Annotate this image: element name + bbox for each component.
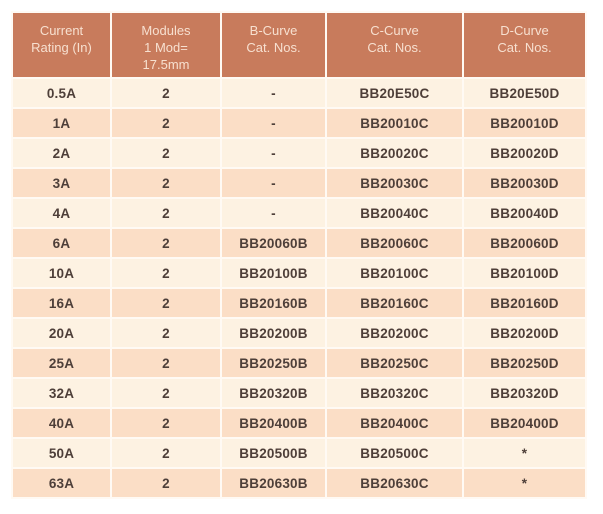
- cell-modules: 2: [110, 347, 222, 379]
- table-row: 3A 2- BB20030C BB20030D: [11, 167, 587, 199]
- cell-b-curve: -: [220, 77, 327, 109]
- cell-c-curve: BB20040C: [325, 197, 464, 229]
- column-header-modules: Modules 1 Mod= 17.5mm: [110, 11, 222, 79]
- cell-c-curve: BB20400C: [325, 407, 464, 439]
- table-row: 40A 2 BB20400B BB20400C BB20400D: [11, 407, 587, 439]
- table-row: 1A 2- BB20010C BB20010D: [11, 107, 587, 139]
- cell-b-curve: BB20400B: [220, 407, 327, 439]
- cell-current-rating: 6A: [11, 227, 112, 259]
- table-row: 10A 2 BB20100B BB20100C BB20100D: [11, 257, 587, 289]
- cell-b-curve: BB20200B: [220, 317, 327, 349]
- cell-d-curve: BB20100D: [462, 257, 587, 289]
- cell-c-curve: BB20100C: [325, 257, 464, 289]
- cell-current-rating: 0.5A: [11, 77, 112, 109]
- cell-c-curve: BB20200C: [325, 317, 464, 349]
- cell-b-curve: -: [220, 107, 327, 139]
- cell-current-rating: 10A: [11, 257, 112, 289]
- cell-c-curve: BB20250C: [325, 347, 464, 379]
- column-header-d-curve: D-Curve Cat. Nos.: [462, 11, 587, 79]
- cell-modules: 2: [110, 407, 222, 439]
- cell-current-rating: 32A: [11, 377, 112, 409]
- cell-b-curve: BB20630B: [220, 467, 327, 499]
- column-header-current-rating: Current Rating (In): [11, 11, 112, 79]
- cell-d-curve: *: [462, 467, 587, 499]
- cell-c-curve: BB20060C: [325, 227, 464, 259]
- cell-c-curve: BB20E50C: [325, 77, 464, 109]
- cell-modules: 2: [110, 377, 222, 409]
- table-row: 25A 2 BB20250B BB20250C BB20250D: [11, 347, 587, 379]
- cell-current-rating: 2A: [11, 137, 112, 169]
- cell-d-curve: BB20E50D: [462, 77, 587, 109]
- cell-c-curve: BB20160C: [325, 287, 464, 319]
- cell-modules: 2: [110, 227, 222, 259]
- cell-d-curve: BB20020D: [462, 137, 587, 169]
- table-row: 20A 2 BB20200B BB20200C BB20200D: [11, 317, 587, 349]
- cell-b-curve: -: [220, 197, 327, 229]
- table-body: 0.5A 2- BB20E50C BB20E50D 1A 2- BB20010C BB2001…: [11, 77, 587, 499]
- cell-b-curve: BB20250B: [220, 347, 327, 379]
- cell-current-rating: 25A: [11, 347, 112, 379]
- cell-current-rating: 3A: [11, 167, 112, 199]
- cell-d-curve: BB20160D: [462, 287, 587, 319]
- table-row: 0.5A 2- BB20E50C BB20E50D: [11, 77, 587, 109]
- table-row: 50A 2 BB20500B BB20500C *: [11, 437, 587, 469]
- cell-current-rating: 4A: [11, 197, 112, 229]
- cell-modules: 2: [110, 437, 222, 469]
- cell-c-curve: BB20320C: [325, 377, 464, 409]
- cell-current-rating: 50A: [11, 437, 112, 469]
- cell-modules: 2: [110, 197, 222, 229]
- cell-current-rating: 63A: [11, 467, 112, 499]
- cell-b-curve: BB20320B: [220, 377, 327, 409]
- catalog-table: Current Rating (In) Modules 1 Mod= 17.5m…: [11, 11, 587, 499]
- cell-d-curve: BB20200D: [462, 317, 587, 349]
- cell-modules: 2: [110, 317, 222, 349]
- table-row: 4A 2- BB20040C BB20040D: [11, 197, 587, 229]
- cell-b-curve: -: [220, 137, 327, 169]
- cell-d-curve: BB20040D: [462, 197, 587, 229]
- table-row: 32A 2 BB20320B BB20320C BB20320D: [11, 377, 587, 409]
- cell-c-curve: BB20630C: [325, 467, 464, 499]
- cell-modules: 2: [110, 257, 222, 289]
- cell-c-curve: BB20030C: [325, 167, 464, 199]
- cell-d-curve: BB20250D: [462, 347, 587, 379]
- cell-d-curve: BB20030D: [462, 167, 587, 199]
- cell-b-curve: BB20060B: [220, 227, 327, 259]
- cell-b-curve: BB20160B: [220, 287, 327, 319]
- cell-c-curve: BB20010C: [325, 107, 464, 139]
- cell-c-curve: BB20020C: [325, 137, 464, 169]
- cell-c-curve: BB20500C: [325, 437, 464, 469]
- cell-d-curve: *: [462, 437, 587, 469]
- cell-modules: 2: [110, 107, 222, 139]
- table-header: Current Rating (In) Modules 1 Mod= 17.5m…: [11, 11, 587, 79]
- cell-current-rating: 16A: [11, 287, 112, 319]
- cell-b-curve: -: [220, 167, 327, 199]
- column-header-c-curve: C-Curve Cat. Nos.: [325, 11, 464, 79]
- table-row: 6A 2 BB20060B BB20060C BB20060D: [11, 227, 587, 259]
- table-row: 16A 2 BB20160B BB20160C BB20160D: [11, 287, 587, 319]
- cell-d-curve: BB20400D: [462, 407, 587, 439]
- cell-d-curve: BB20060D: [462, 227, 587, 259]
- cell-modules: 2: [110, 467, 222, 499]
- cell-current-rating: 40A: [11, 407, 112, 439]
- cell-b-curve: BB20100B: [220, 257, 327, 289]
- table-row: 2A 2- BB20020C BB20020D: [11, 137, 587, 169]
- cell-modules: 2: [110, 77, 222, 109]
- table-row: 63A 2 BB20630B BB20630C *: [11, 467, 587, 499]
- cell-modules: 2: [110, 137, 222, 169]
- cell-modules: 2: [110, 167, 222, 199]
- column-header-b-curve: B-Curve Cat. Nos.: [220, 11, 327, 79]
- cell-b-curve: BB20500B: [220, 437, 327, 469]
- cell-current-rating: 1A: [11, 107, 112, 139]
- cell-d-curve: BB20010D: [462, 107, 587, 139]
- catalog-table-container: Current Rating (In) Modules 1 Mod= 17.5m…: [11, 11, 587, 499]
- cell-modules: 2: [110, 287, 222, 319]
- cell-d-curve: BB20320D: [462, 377, 587, 409]
- cell-current-rating: 20A: [11, 317, 112, 349]
- header-row: Current Rating (In) Modules 1 Mod= 17.5m…: [11, 11, 587, 79]
